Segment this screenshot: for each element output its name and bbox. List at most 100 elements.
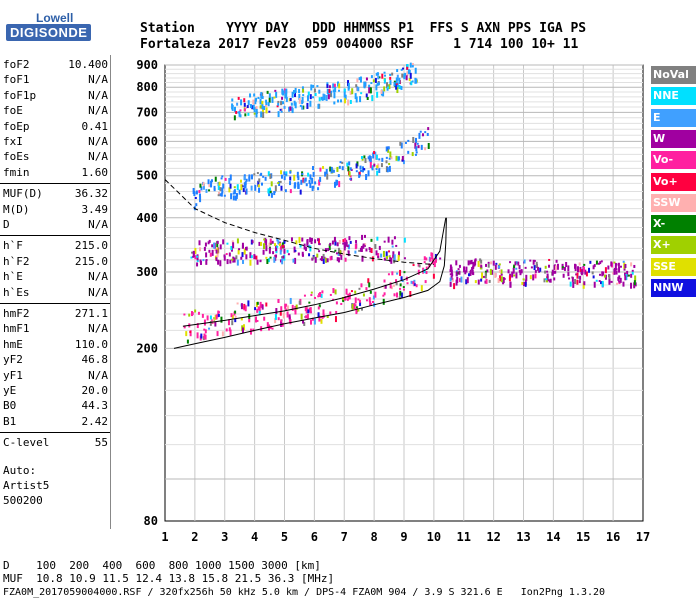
echo-mark — [311, 177, 314, 184]
echo-mark — [270, 181, 273, 187]
echo-mark — [364, 157, 367, 163]
echo-mark — [426, 132, 429, 136]
echo-mark — [199, 183, 202, 188]
echo-mark — [231, 314, 234, 319]
echo-mark — [626, 270, 629, 277]
param-separator — [0, 303, 110, 304]
echo-mark — [332, 83, 335, 89]
echo-mark — [545, 278, 548, 281]
echo-mark — [460, 276, 463, 283]
echo-mark — [211, 244, 214, 248]
echo-mark — [263, 106, 266, 111]
echo-mark — [389, 76, 392, 80]
echo-mark — [592, 275, 595, 279]
param-key: MUF(D) — [3, 187, 43, 201]
echo-mark — [228, 252, 231, 257]
echo-mark — [322, 257, 325, 264]
echo-mark — [212, 318, 215, 324]
x-tick-label: 5 — [281, 530, 288, 544]
echo-mark — [601, 271, 604, 277]
echo-mark — [207, 179, 210, 185]
echo-mark — [334, 87, 337, 93]
echo-mark — [258, 307, 261, 313]
param-value: N/A — [88, 135, 108, 148]
echo-mark — [520, 269, 523, 273]
echo-mark — [257, 184, 260, 188]
echo-mark — [310, 294, 313, 297]
echo-mark — [203, 328, 206, 331]
echo-mark — [223, 255, 226, 261]
echo-mark — [314, 93, 317, 97]
echo-mark — [222, 239, 225, 245]
echo-mark — [522, 278, 525, 281]
echo-mark — [377, 82, 380, 86]
echo-mark — [239, 109, 242, 112]
echo-mark — [600, 281, 603, 285]
echo-mark — [624, 263, 627, 268]
echo-mark — [407, 139, 410, 142]
echo-mark — [240, 99, 243, 106]
echo-mark — [434, 258, 437, 263]
echo-mark — [294, 91, 297, 98]
echo-mark — [497, 278, 500, 284]
echo-mark — [380, 253, 383, 258]
echo-mark — [548, 264, 551, 268]
param-value: 215.0 — [74, 239, 108, 253]
echo-mark — [245, 178, 248, 182]
echo-mark — [400, 68, 403, 71]
echo-mark — [243, 182, 246, 189]
echo-mark — [273, 190, 276, 193]
echo-mark — [265, 302, 268, 307]
echo-mark — [327, 248, 330, 252]
echo-mark — [290, 237, 293, 242]
echo-mark — [465, 266, 468, 273]
echo-mark — [224, 177, 227, 181]
echo-mark — [289, 181, 292, 186]
echo-mark — [354, 244, 357, 250]
echo-mark — [618, 280, 621, 283]
x-tick-label: 12 — [486, 530, 500, 544]
echo-mark — [298, 300, 301, 305]
echo-mark — [593, 264, 596, 268]
echo-mark — [377, 253, 380, 259]
echo-mark — [392, 255, 395, 258]
profile-curve — [173, 217, 447, 349]
echo-mark — [220, 177, 223, 180]
echo-mark — [299, 189, 302, 195]
param-value: 1.60 — [81, 165, 109, 179]
echo-mark — [424, 147, 427, 151]
echo-mark — [538, 270, 541, 273]
echo-mark — [249, 252, 252, 259]
echo-mark — [349, 99, 352, 104]
echo-mark — [221, 331, 224, 337]
echo-mark — [347, 82, 350, 89]
echo-mark — [359, 76, 362, 83]
echo-mark — [509, 281, 512, 288]
echo-mark — [584, 269, 587, 275]
echo-mark — [260, 241, 263, 246]
echo-mark — [513, 264, 516, 268]
echo-mark — [267, 102, 270, 107]
echo-mark — [195, 190, 198, 195]
echo-mark — [474, 280, 477, 284]
echo-mark — [576, 279, 579, 285]
echo-mark — [281, 96, 284, 100]
echo-mark — [312, 84, 315, 88]
echo-mark — [529, 275, 532, 280]
echo-mark — [345, 288, 348, 295]
echo-mark — [412, 136, 415, 143]
param-key: foF1 — [3, 73, 30, 87]
echo-mark — [251, 240, 254, 244]
param-row-d: D N/A — [0, 218, 108, 232]
echo-mark — [358, 77, 361, 81]
echo-mark — [290, 102, 293, 106]
echo-mark — [207, 241, 210, 245]
echo-mark — [376, 82, 379, 86]
echo-mark — [369, 250, 372, 253]
echo-mark — [288, 314, 291, 320]
param-row-yf1: yF1 N/A — [0, 369, 108, 383]
echo-mark — [215, 314, 218, 320]
echo-mark — [218, 181, 221, 186]
echo-mark — [293, 246, 296, 253]
echo-mark — [389, 73, 392, 76]
